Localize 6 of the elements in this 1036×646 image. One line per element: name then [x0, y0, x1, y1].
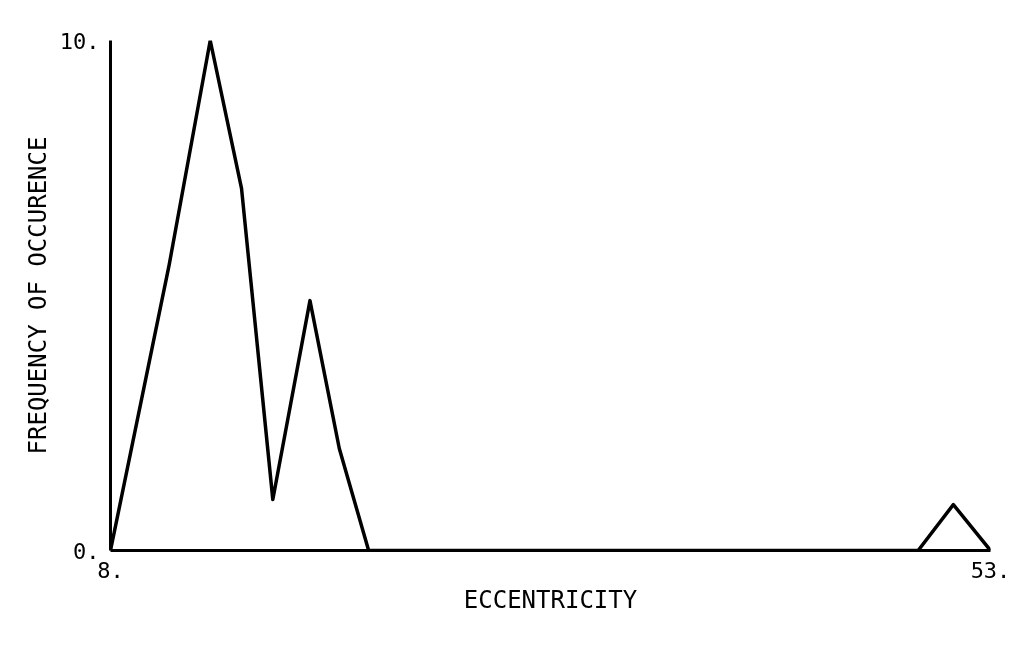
y-tick-label: 0. — [73, 538, 100, 564]
x-axis-title: ECCENTRICITY — [463, 585, 638, 614]
x-tick-label: 8. — [97, 557, 124, 583]
y-tick-label: 10. — [59, 28, 100, 54]
y-axis-title: FREQUENCY OF OCCURENCE — [23, 136, 52, 455]
x-tick-label: 53. — [970, 557, 1011, 583]
